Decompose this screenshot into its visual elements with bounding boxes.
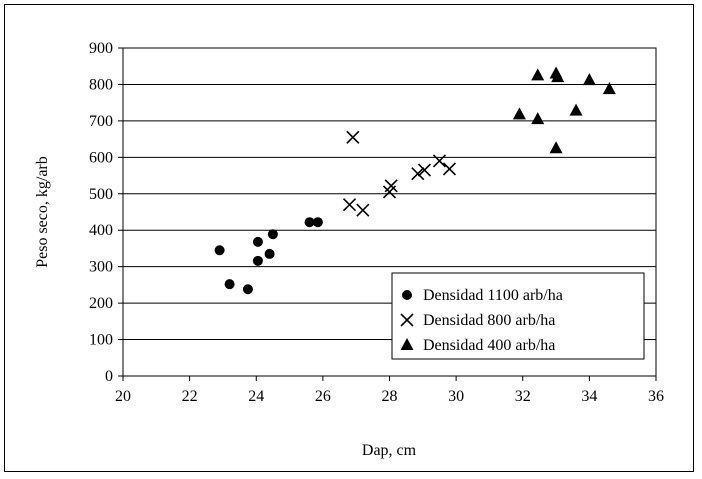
data-point-series-2 bbox=[442, 162, 457, 176]
data-point-series-3 bbox=[602, 82, 616, 95]
data-point-series-3 bbox=[569, 103, 583, 116]
y-axis-ticks: 0 100 200 300 400 500 600 700 800 900 bbox=[89, 40, 123, 385]
data-point-series-1 bbox=[304, 217, 315, 228]
chart-frame: 0 100 200 300 400 500 600 700 800 900 20 22 24 26 28 3… bbox=[4, 4, 694, 472]
y-tick-label: 700 bbox=[89, 113, 113, 130]
data-point-series-2 bbox=[346, 130, 360, 144]
y-tick-label: 400 bbox=[89, 222, 113, 239]
y-tick-label: 0 bbox=[105, 368, 113, 385]
x-tick-label: 36 bbox=[648, 388, 664, 405]
y-tick-label: 500 bbox=[89, 186, 113, 203]
data-point-series-1 bbox=[214, 245, 225, 256]
x-tick-label: 22 bbox=[182, 388, 198, 405]
legend-marker-series-1 bbox=[402, 290, 412, 300]
data-point-series-2 bbox=[342, 198, 357, 212]
legend-marker-series-3 bbox=[400, 338, 414, 350]
data-point-series-2 bbox=[356, 203, 370, 217]
data-point-series-3 bbox=[531, 112, 545, 125]
data-point-series-1 bbox=[242, 284, 253, 295]
scatter-chart: 0 100 200 300 400 500 600 700 800 900 20 22 24 26 28 3… bbox=[34, 40, 664, 459]
legend-label-series-2: Densidad 800 arb/ha bbox=[423, 312, 555, 329]
data-point-series-1 bbox=[264, 248, 275, 259]
data-point-series-1 bbox=[267, 229, 278, 240]
x-tick-label: 30 bbox=[448, 388, 464, 405]
data-point-series-3 bbox=[582, 73, 596, 86]
x-axis-ticks: 20 22 24 26 28 30 32 34 36 bbox=[115, 376, 664, 405]
data-point-series-2 bbox=[417, 163, 432, 177]
x-tick-label: 34 bbox=[581, 388, 597, 405]
x-tick-label: 32 bbox=[515, 388, 531, 405]
data-point-series-3 bbox=[531, 68, 545, 81]
y-tick-label: 600 bbox=[89, 149, 113, 166]
y-tick-label: 300 bbox=[89, 259, 113, 276]
legend-marker-series-2 bbox=[400, 313, 414, 327]
legend-box bbox=[391, 272, 645, 360]
data-points bbox=[214, 66, 616, 295]
y-tick-label: 100 bbox=[89, 332, 113, 349]
y-tick-label: 800 bbox=[89, 76, 113, 93]
x-tick-label: 26 bbox=[315, 388, 331, 405]
y-axis-title: Peso seco, kg/arb bbox=[34, 156, 51, 268]
data-point-series-2 bbox=[432, 154, 447, 168]
data-point-series-3 bbox=[512, 107, 526, 120]
data-point-series-3 bbox=[551, 70, 565, 83]
x-axis-title: Dap, cm bbox=[362, 442, 417, 459]
x-tick-label: 28 bbox=[382, 388, 398, 405]
data-point-series-3 bbox=[549, 141, 563, 154]
data-point-series-1 bbox=[252, 255, 263, 266]
x-tick-label: 20 bbox=[115, 388, 131, 405]
legend-label-series-1: Densidad 1100 arb/ha bbox=[423, 287, 563, 304]
y-tick-label: 900 bbox=[89, 40, 113, 57]
data-point-series-2 bbox=[411, 167, 425, 181]
data-point-series-1 bbox=[224, 279, 235, 290]
data-point-series-1 bbox=[252, 236, 263, 247]
data-point-series-1 bbox=[312, 217, 323, 228]
data-point-series-2 bbox=[384, 179, 398, 193]
legend-label-series-3: Densidad 400 arb/ha bbox=[423, 337, 555, 354]
y-tick-label: 200 bbox=[89, 295, 113, 312]
x-tick-label: 24 bbox=[248, 388, 264, 405]
legend: Densidad 1100 arb/ha Densidad 800 arb/ha D… bbox=[391, 272, 645, 360]
